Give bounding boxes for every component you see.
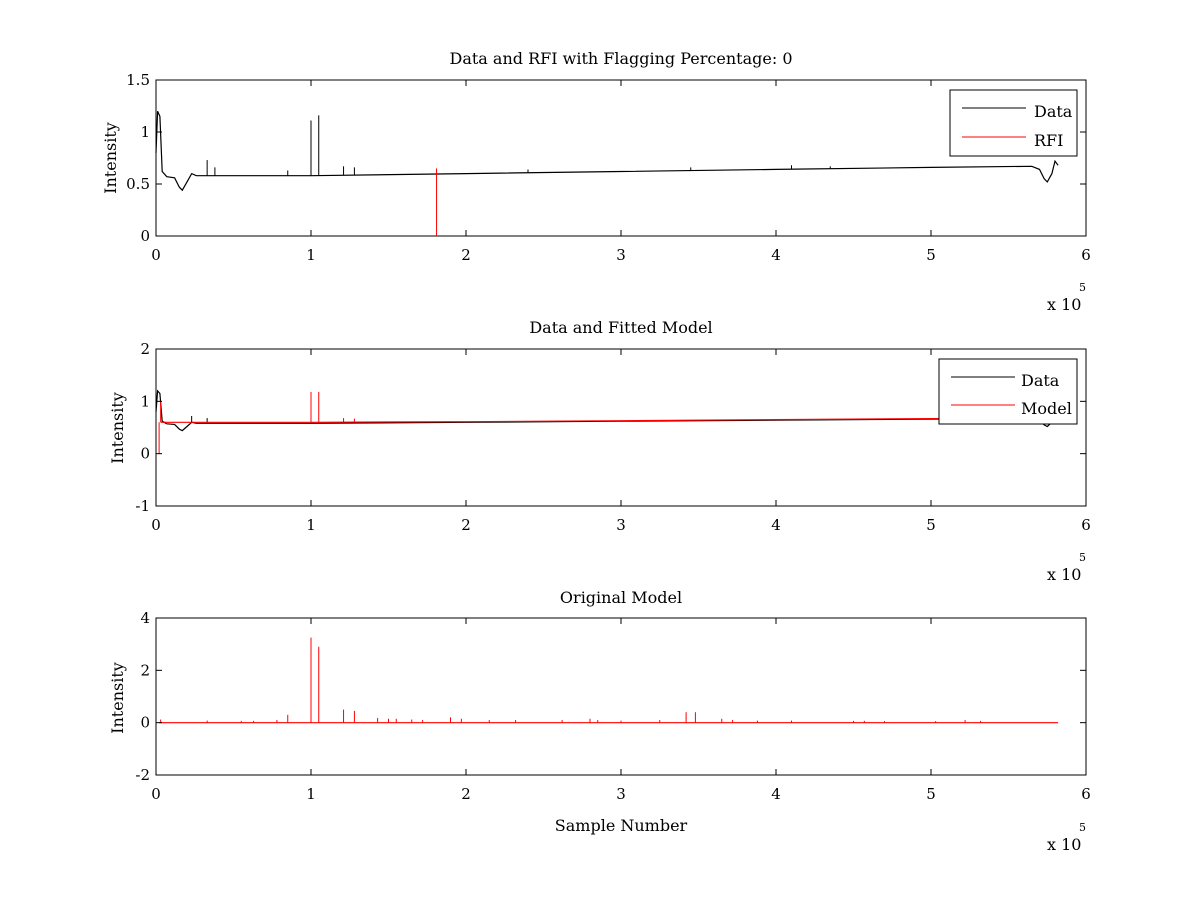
subplot-1-legend-label-data: Data [1034,102,1073,121]
subplot-3-xtick-label: 0 [151,785,161,803]
subplot-1-ytick-label: 1.5 [126,71,150,89]
subplot-1-xtick-label: 2 [461,246,471,264]
subplot-1-legend: Data RFI [949,89,1078,157]
subplot-3-xtick-label: 4 [771,785,781,803]
subplot-1-series-data-line [155,110,1059,192]
subplot-1-legend-label-rfi: RFI [1034,131,1063,150]
subplot-1-plot-area [155,110,1059,236]
subplot-2-xtick-label: 2 [461,516,471,534]
subplot-2-xtick-label: 6 [1081,516,1091,534]
subplot-1-legend-box [949,89,1078,157]
subplot-2-ytick-label: 0 [140,445,150,463]
subplot-2-xtick-label: 1 [306,516,316,534]
subplot-2-ytick-label: 1 [140,392,150,410]
subplot-3-xtick-label: 1 [306,785,316,803]
subplot-2-legend-label-data: Data [1021,371,1060,390]
subplot-2-series-data-line [155,389,1059,432]
subplot-1-xtick-label: 4 [771,246,781,264]
subplot-1-ylabel: Intensity [101,122,120,194]
subplot-3-x-exponent: x 10 [1047,835,1081,854]
subplot-1: Data and RFI with Flagging Percentage: 0… [101,49,1091,314]
subplot-1-title: Data and RFI with Flagging Percentage: 0 [449,49,792,68]
subplot-3-ytick-label: 2 [140,661,150,679]
subplot-3-ytick-label: 0 [140,714,150,732]
subplot-3-xlabel: Sample Number [555,816,688,835]
subplot-2-xtick-label: 4 [771,516,781,534]
subplot-1-x-exponent: x 10 [1047,295,1081,314]
subplot-1-xtick-label: 1 [306,246,316,264]
subplot-2-legend: Data Model [938,358,1078,425]
subplot-3-ylabel: Intensity [108,662,127,734]
subplot-1-xtick-label: 5 [926,246,936,264]
subplot-3-ytick-label: -2 [135,766,150,784]
subplot-1-ytick-label: 0.5 [126,175,150,193]
subplot-1-xtick-label: 3 [616,246,626,264]
subplot-1-ticks: 0 1 2 3 4 5 6 0 0.5 1 1.5 [126,71,1091,264]
subplot-3-ytick-label: 4 [140,609,150,627]
subplot-2-x-exponent-power: 5 [1079,551,1086,564]
subplot-2-title: Data and Fitted Model [529,318,712,337]
subplot-2-legend-label-model: Model [1021,399,1072,418]
subplot-2-ytick-label: -1 [135,497,150,515]
subplot-1-ytick-label: 0 [140,227,150,245]
subplot-2-x-exponent: x 10 [1047,565,1081,584]
subplot-3-xtick-label: 6 [1081,785,1091,803]
subplot-3-xtick-label: 3 [616,785,626,803]
subplot-3-x-exponent-power: 5 [1079,821,1086,834]
subplot-3-title: Original Model [560,588,682,607]
subplot-2-legend-box [938,358,1078,425]
subplot-2-ytick-label: 2 [140,340,150,358]
subplot-1-ytick-label: 1 [140,123,150,141]
subplot-3-plot-area [159,637,1059,724]
subplot-2-xtick-label: 5 [926,516,936,534]
subplot-2-plot-area [155,389,1059,454]
subplot-2-xtick-label: 0 [151,516,161,534]
subplot-2-xtick-label: 3 [616,516,626,534]
subplot-1-xtick-label: 0 [151,246,161,264]
subplot-2: Data and Fitted Model Intensity 0 1 2 3 4 5 6 -… [108,318,1091,584]
subplot-3-xtick-label: 2 [461,785,471,803]
subplot-1-x-exponent-power: 5 [1079,281,1086,294]
subplot-1-xtick-label: 6 [1081,246,1091,264]
subplot-2-series-model-line [160,417,1059,423]
subplot-3-xtick-label: 5 [926,785,936,803]
subplot-2-ylabel: Intensity [108,392,127,464]
